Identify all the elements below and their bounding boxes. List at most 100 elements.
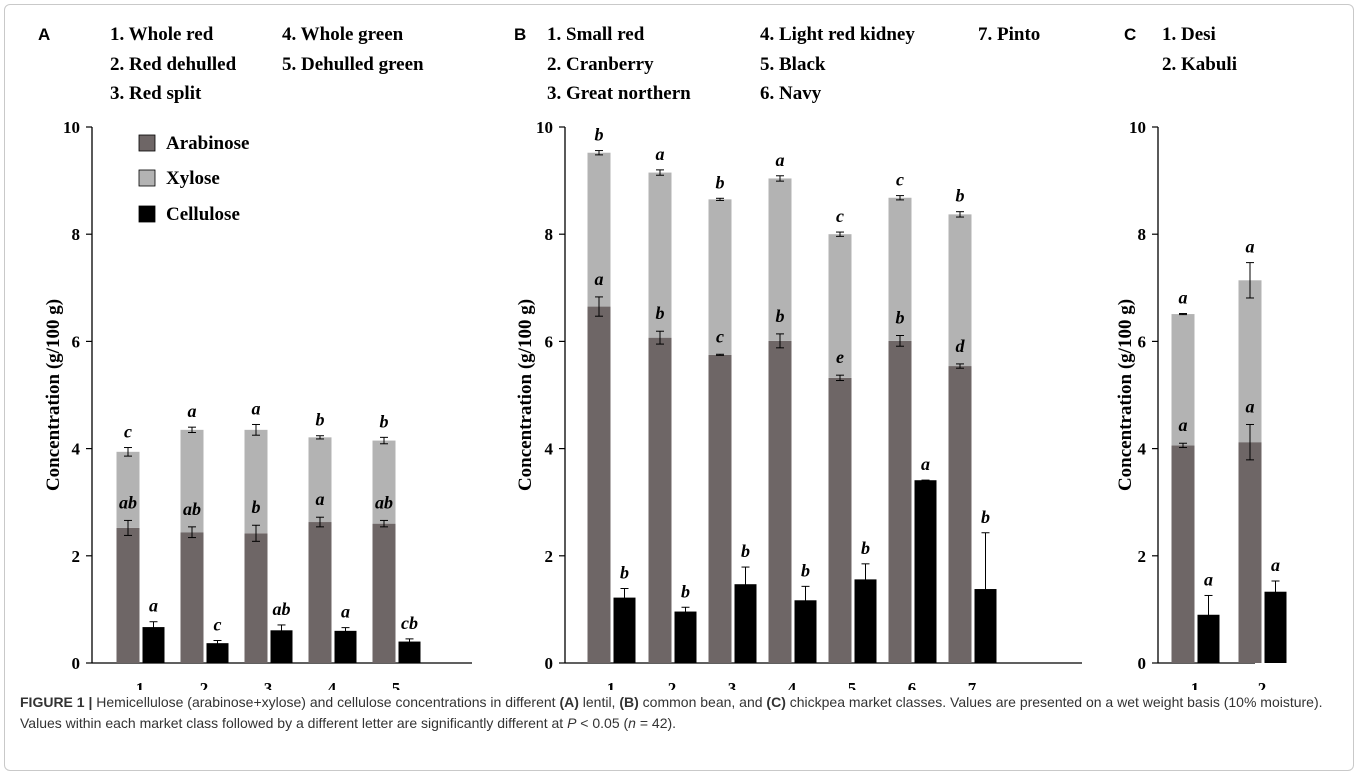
x-tick-label: 6: [908, 679, 917, 690]
caption-part: (C): [766, 694, 786, 710]
bar-xylose: [1238, 280, 1262, 443]
y-tick-label: 10: [1129, 118, 1146, 137]
letter-arabinose: b: [656, 303, 665, 323]
caption-part: = 42).: [635, 715, 677, 731]
bar-xylose: [828, 234, 852, 378]
letter-cellulose: a: [1271, 555, 1280, 575]
category-name-label: 2. Red dehulled: [110, 54, 237, 75]
bar-arabinose: [1171, 445, 1195, 663]
letter-arabinose: b: [252, 497, 261, 517]
category-name-label: 7. Pinto: [978, 24, 1040, 45]
bar-arabinose: [708, 354, 732, 663]
bar-cellulose: [914, 480, 937, 663]
bar-cellulose: [270, 630, 293, 663]
legend-swatch: [138, 205, 156, 223]
letter-xylose: b: [716, 172, 725, 192]
letter-arabinose: a: [595, 269, 604, 289]
y-axis-label: Concentration (g/100 g): [1115, 299, 1136, 491]
letter-xylose: a: [188, 401, 197, 421]
letter-xylose: a: [656, 144, 665, 164]
letter-arabinose: a: [1179, 415, 1188, 435]
letter-xylose: a: [1246, 237, 1255, 257]
letter-cellulose: b: [681, 581, 690, 601]
x-tick-label: 1: [1191, 679, 1200, 690]
bar-cellulose: [794, 600, 817, 663]
x-tick-label: 3: [264, 679, 273, 690]
bar-arabinose: [372, 523, 396, 663]
letter-xylose: c: [124, 422, 132, 442]
letter-xylose: b: [316, 410, 325, 430]
caption-part: P: [567, 715, 577, 731]
letter-cellulose: c: [214, 614, 222, 634]
y-tick-label: 2: [72, 547, 81, 566]
bar-xylose: [244, 429, 268, 534]
panel-letter: B: [514, 25, 526, 44]
bar-arabinose: [768, 340, 792, 663]
category-name-label: 1. Desi: [1162, 24, 1216, 45]
letter-arabinose: e: [836, 347, 844, 367]
y-tick-label: 8: [1138, 225, 1147, 244]
letter-arabinose: b: [896, 308, 905, 328]
bar-arabinose: [116, 527, 140, 663]
category-name-label: 2. Cranberry: [547, 54, 654, 75]
letter-xylose: b: [595, 125, 604, 145]
y-tick-label: 0: [1138, 654, 1147, 673]
category-name-label: 4. Light red kidney: [760, 24, 915, 45]
y-tick-label: 8: [72, 225, 81, 244]
x-tick-label: 5: [392, 679, 401, 690]
bar-xylose: [587, 152, 611, 307]
bar-arabinose: [648, 337, 672, 663]
letter-xylose: a: [776, 150, 785, 170]
panel-a: A 1. Whole red 2. Red dehulled 3. Red split…: [38, 24, 472, 690]
panel-letter: A: [38, 25, 50, 44]
letter-arabinose: d: [956, 336, 966, 356]
panel-c: C 1. Desi 2. Kabuli 0 2 4 6 8 10 Concentration (g…: [1115, 24, 1287, 690]
caption-part: < 0.05 (: [576, 715, 629, 731]
bar-cellulose: [1197, 614, 1220, 663]
x-tick-label: 1: [136, 679, 145, 690]
letter-cellulose: ab: [273, 599, 291, 619]
legend-label: Arabinose: [166, 133, 249, 154]
y-tick-label: 10: [63, 118, 80, 137]
letter-xylose: a: [1179, 288, 1188, 308]
legend-label: Cellulose: [166, 204, 240, 225]
y-axis-label: Concentration (g/100 g): [515, 299, 536, 491]
figure-caption: FIGURE 1 | Hemicellulose (arabinose+xylo…: [20, 692, 1340, 734]
x-tick-label: 7: [968, 679, 977, 690]
category-name-label: 3. Red split: [110, 83, 202, 104]
bar-xylose: [888, 197, 912, 341]
letter-cellulose: b: [620, 562, 629, 582]
y-tick-label: 0: [545, 654, 554, 673]
letter-arabinose: ab: [375, 492, 393, 512]
bar-cellulose: [206, 643, 229, 663]
y-tick-label: 2: [545, 547, 554, 566]
bar-cellulose: [142, 627, 165, 663]
bar-arabinose: [1238, 442, 1262, 663]
letter-cellulose: a: [1204, 569, 1213, 589]
x-tick-label: 1: [607, 679, 616, 690]
letter-arabinose: a: [316, 489, 325, 509]
letter-arabinose: ab: [183, 499, 201, 519]
bar-xylose: [116, 451, 140, 528]
letter-cellulose: b: [801, 560, 810, 580]
letter-xylose: c: [836, 206, 844, 226]
bar-cellulose: [734, 584, 757, 663]
caption-label: FIGURE 1 |: [20, 694, 93, 710]
letter-cellulose: b: [981, 507, 990, 527]
y-tick-label: 0: [72, 654, 81, 673]
y-tick-label: 8: [545, 225, 554, 244]
x-tick-label: 4: [788, 679, 797, 690]
bar-arabinose: [888, 340, 912, 663]
caption-part: lentil,: [578, 694, 620, 710]
letter-arabinose: c: [716, 326, 724, 346]
y-tick-label: 6: [72, 332, 81, 351]
bar-xylose: [708, 199, 732, 355]
y-tick-label: 2: [1138, 547, 1147, 566]
caption-part: n: [628, 715, 636, 731]
legend-swatch: [138, 134, 156, 152]
letter-xylose: b: [956, 186, 965, 206]
bar-cellulose: [854, 579, 877, 663]
letter-xylose: c: [896, 170, 904, 190]
bar-arabinose: [828, 377, 852, 663]
y-axis-label: Concentration (g/100 g): [43, 299, 64, 491]
